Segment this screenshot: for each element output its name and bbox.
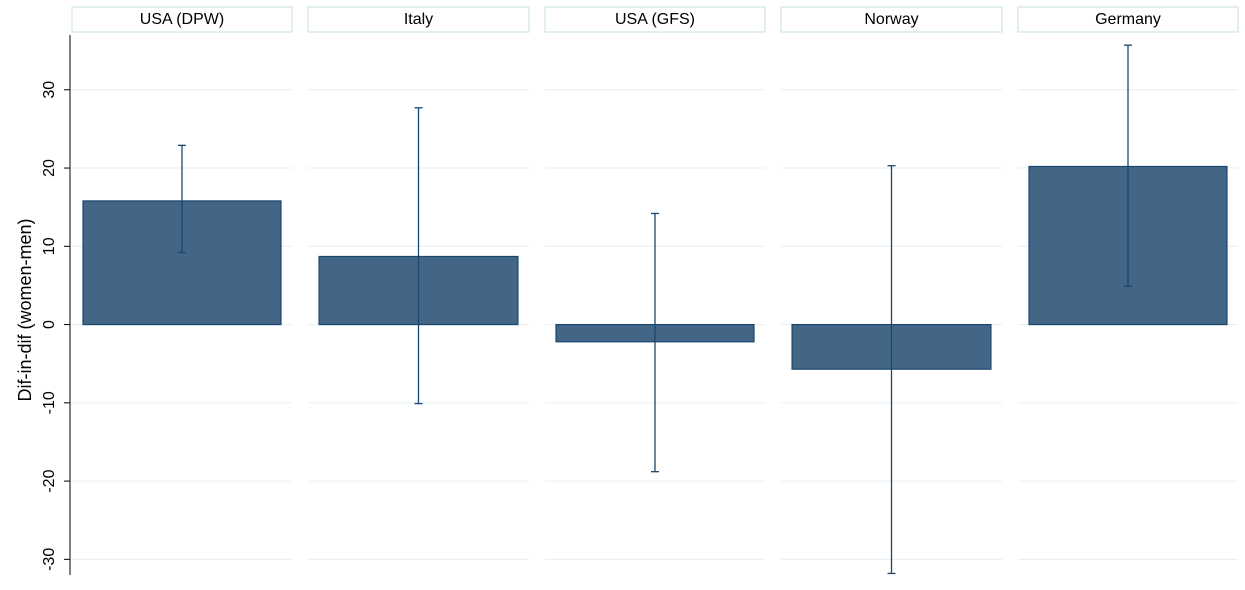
y-tick-label: 0 — [41, 320, 58, 329]
y-tick-label: 30 — [41, 81, 58, 99]
y-tick-label: 10 — [41, 237, 58, 255]
panel-header — [71, 6, 293, 33]
panel-title: Italy — [404, 11, 433, 28]
y-tick-label: -20 — [41, 469, 58, 492]
y-tick-label: -30 — [41, 548, 58, 571]
y-tick-label: 20 — [41, 159, 58, 177]
error-bar — [414, 107, 423, 405]
panel-title: USA (GFS) — [615, 11, 695, 28]
error-bar — [651, 212, 659, 473]
panel-header — [780, 6, 1003, 33]
panel-header — [544, 6, 766, 33]
y-axis-label: Dif-in-dif (women-men) — [15, 218, 35, 401]
panel-header — [307, 6, 530, 33]
error-bar — [887, 165, 896, 575]
panel-title: Germany — [1095, 11, 1161, 28]
panel-title: USA (DPW) — [140, 11, 224, 28]
panel-header — [1017, 6, 1239, 33]
error-bar — [178, 144, 186, 254]
panel-title: Norway — [864, 11, 918, 28]
y-tick-label: -10 — [41, 391, 58, 414]
error-bar — [1124, 44, 1132, 287]
